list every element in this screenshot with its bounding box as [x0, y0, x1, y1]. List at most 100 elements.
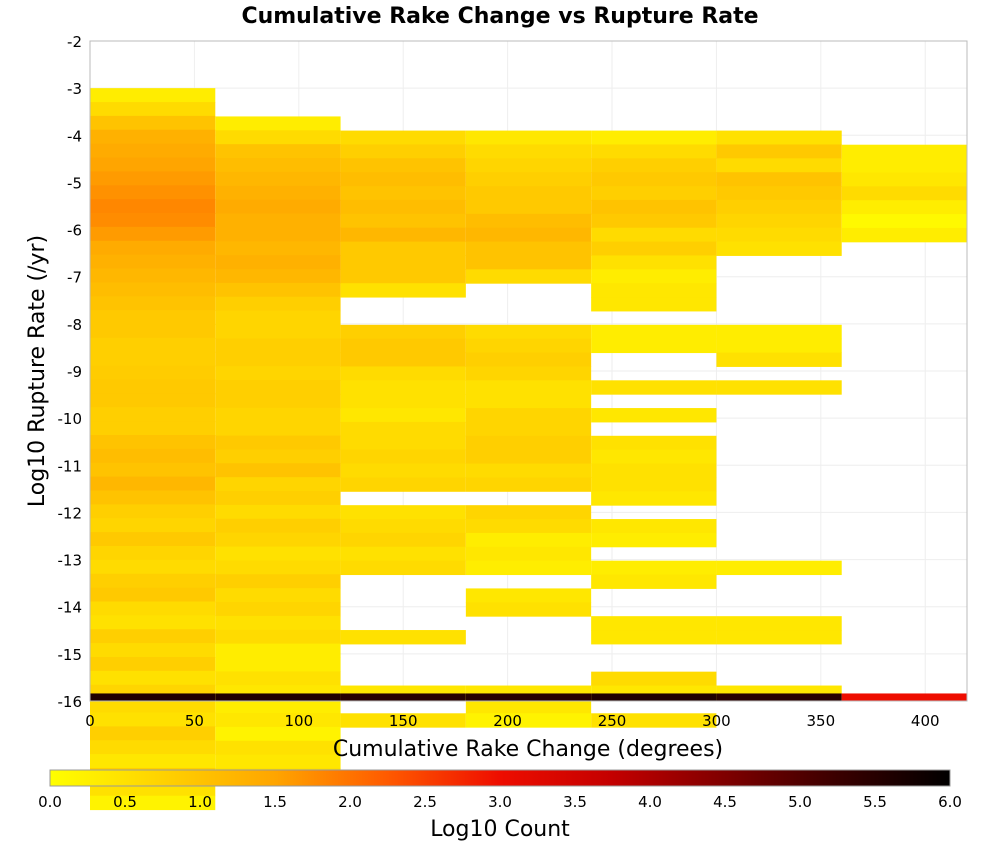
- heatmap-cell: [90, 573, 216, 589]
- heatmap-cell: [90, 185, 216, 200]
- heatmap-cell: [340, 380, 466, 395]
- heatmap-cell: [90, 462, 216, 478]
- heatmap-cell: [716, 158, 842, 173]
- heatmap-cell: [465, 269, 592, 284]
- heatmap-cell: [591, 477, 717, 492]
- heatmap-cell: [716, 213, 842, 229]
- chart-title: Cumulative Rake Change vs Rupture Rate: [241, 4, 758, 29]
- x-tick-label: 200: [493, 712, 522, 730]
- heatmap-cell: [90, 351, 216, 367]
- y-tick-label: -3: [67, 80, 82, 98]
- heatmap-cell: [90, 310, 216, 325]
- x-tick-label: 50: [185, 712, 204, 730]
- heatmap-cell: [215, 518, 341, 534]
- heatmap-cell: [591, 213, 717, 229]
- heatmap-cell: [591, 255, 717, 270]
- heatmap-cell: [90, 115, 216, 131]
- heatmap-cell: [340, 408, 466, 423]
- heatmap-cell: [716, 186, 842, 201]
- y-tick-label: -15: [58, 646, 83, 664]
- y-tick-label: -13: [58, 552, 83, 570]
- heatmap-cell: [340, 338, 466, 354]
- heatmap-cell: [716, 616, 842, 631]
- y-tick-label: -4: [67, 127, 82, 145]
- heatmap-cell: [215, 352, 341, 367]
- heatmap-cell: [90, 226, 216, 242]
- colorbar-tick-label: 0.0: [38, 793, 62, 811]
- heatmap-cell: [340, 227, 466, 243]
- heatmap-cell: [90, 199, 216, 214]
- heatmap-cell: [90, 254, 216, 270]
- colorbar-tick-label: 5.0: [788, 793, 812, 811]
- x-tick-label: 0: [85, 712, 95, 730]
- heatmap-cell: [465, 699, 592, 714]
- heatmap-cell: [340, 255, 466, 270]
- heatmap-cell: [215, 338, 341, 353]
- heatmap-cell: [340, 241, 466, 256]
- heatmap-cell: [215, 130, 341, 145]
- heatmap-cell: [591, 283, 717, 298]
- heatmap-cell: [841, 214, 967, 229]
- heatmap-cell: [465, 463, 592, 478]
- y-tick-label: -6: [67, 222, 82, 240]
- heatmap-cell: [90, 698, 216, 713]
- heatmap-cell: [716, 693, 842, 702]
- heatmap-cell: [591, 463, 717, 478]
- heatmap-cell: [340, 630, 466, 645]
- heatmap-cell: [340, 324, 466, 340]
- y-tick-label: -8: [67, 316, 82, 334]
- colorbar-tick-label: 1.0: [188, 793, 212, 811]
- heatmap-cell: [591, 324, 717, 340]
- heatmap-cell: [90, 740, 216, 755]
- heatmap-cell: [90, 615, 216, 630]
- heatmap-cell: [90, 476, 216, 491]
- heatmap-cell: [591, 435, 717, 451]
- heatmap-cell: [215, 158, 341, 173]
- colorbar-tick-label: 2.0: [338, 793, 362, 811]
- heatmap-cell: [465, 255, 592, 270]
- heatmap-cell: [90, 693, 216, 702]
- y-axis-label: Log10 Rupture Rate (/yr): [25, 235, 50, 507]
- heatmap-cell: [215, 213, 341, 228]
- heatmap-cell: [716, 324, 842, 340]
- x-tick-label: 300: [702, 712, 731, 730]
- heatmap-cell: [465, 560, 592, 576]
- heatmap-cell: [90, 504, 216, 519]
- heatmap-cell: [591, 408, 717, 423]
- heatmap-cell: [716, 352, 842, 367]
- heatmap-cells: [90, 88, 967, 811]
- x-tick-label: 250: [598, 712, 627, 730]
- y-tick-label: -9: [67, 363, 82, 381]
- heatmap-cell: [90, 795, 216, 811]
- heatmap-cell: [716, 380, 842, 395]
- heatmap-cell: [465, 602, 592, 617]
- colorbar-tick-label: 0.5: [113, 793, 137, 811]
- heatmap-cell: [90, 670, 216, 686]
- colorbar-tick-label: 6.0: [938, 793, 962, 811]
- heatmap-cell: [90, 102, 216, 117]
- heatmap-cell: [215, 726, 341, 742]
- heatmap-cell: [90, 448, 216, 464]
- heatmap-cell: [215, 324, 341, 339]
- heatmap-cell: [465, 352, 592, 367]
- heatmap-cell: [591, 297, 717, 312]
- heatmap-cell: [716, 130, 842, 145]
- heatmap-cell: [215, 421, 341, 437]
- heatmap-cell: [340, 283, 466, 298]
- heatmap-cell: [716, 560, 842, 576]
- heatmap-cell: [340, 519, 466, 534]
- heatmap-cell: [90, 213, 216, 228]
- heatmap-cell: [591, 630, 717, 645]
- heatmap-cell: [215, 435, 341, 450]
- heatmap-cell: [340, 449, 466, 465]
- heatmap-cell: [340, 269, 466, 284]
- heatmap-cell: [591, 574, 717, 589]
- heatmap-cell: [465, 199, 592, 215]
- heatmap-cell: [340, 477, 466, 492]
- heatmap-cell: [591, 227, 717, 243]
- heatmap-cell: [90, 532, 216, 547]
- y-tick-label: -2: [67, 33, 82, 51]
- heatmap-cell: [340, 505, 466, 520]
- heatmap-cell: [90, 282, 216, 297]
- heatmap-cell: [465, 324, 592, 340]
